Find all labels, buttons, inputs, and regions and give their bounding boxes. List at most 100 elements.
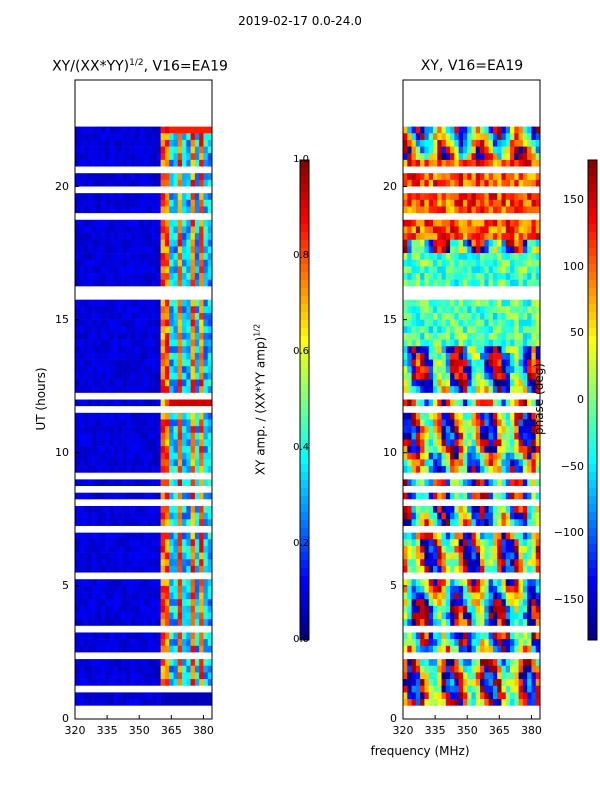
heat-cell (510, 206, 515, 214)
heat-cell (177, 352, 183, 360)
heat-cell (194, 273, 200, 280)
heat-cell (514, 233, 519, 241)
heat-cell (471, 506, 477, 513)
heat-cell (424, 419, 429, 427)
heat-cell (510, 585, 515, 593)
heat-cell (535, 439, 541, 447)
heat-cell (126, 419, 131, 427)
heat-cell (437, 599, 442, 607)
colorbar-segment (588, 560, 597, 569)
heat-cell (79, 419, 84, 427)
heat-cell (75, 372, 80, 380)
heat-cell (415, 146, 421, 154)
heat-cell (450, 153, 455, 161)
heat-cell (467, 639, 472, 647)
heat-cell (177, 672, 183, 680)
heat-cell (531, 605, 537, 613)
heat-cell (139, 133, 144, 141)
heat-cell (130, 399, 136, 407)
heat-cell (437, 459, 442, 467)
heat-cell (75, 352, 80, 360)
heat-cell (488, 599, 494, 607)
heat-cell (488, 173, 494, 181)
heat-cell (126, 512, 131, 520)
colorbar-segment (300, 344, 309, 353)
heat-cell (475, 539, 481, 547)
heat-cell (531, 159, 537, 167)
heat-cell (203, 559, 209, 567)
heat-cell (471, 312, 477, 320)
heat-cell (522, 126, 528, 134)
heat-cell (139, 319, 144, 327)
heat-cell (501, 692, 507, 700)
heat-cell (152, 419, 157, 427)
heat-cell (104, 399, 110, 407)
heat-cell (428, 399, 434, 407)
heat-cell (109, 319, 114, 327)
heat-cell (199, 126, 204, 134)
heat-cell (134, 259, 140, 267)
heat-cell (428, 266, 434, 274)
heat-cell (492, 532, 498, 540)
heat-cell (415, 512, 421, 520)
heat-cell (130, 579, 136, 587)
heat-cell (139, 592, 144, 600)
heat-cell (104, 532, 110, 540)
heat-cell (199, 366, 204, 374)
heat-cell (488, 379, 494, 387)
heat-cell (450, 672, 455, 680)
heat-cell (177, 273, 183, 280)
heat-cell (497, 299, 502, 307)
heat-cell (182, 339, 187, 347)
heat-cell (199, 446, 204, 454)
heat-cell (514, 539, 519, 547)
heat-cell (450, 512, 455, 520)
heat-cell (130, 679, 136, 687)
heat-cell (420, 299, 425, 307)
heat-cell (445, 632, 451, 640)
heat-cell (522, 685, 528, 693)
colorbar-segment (300, 488, 309, 497)
heat-cell (488, 259, 494, 267)
heat-cell (122, 466, 127, 474)
colorbar-segment (300, 552, 309, 561)
heat-cell (109, 159, 114, 167)
heat-cell (420, 173, 425, 181)
heat-cell (424, 519, 429, 527)
heat-cell (480, 399, 485, 407)
heat-cell (194, 246, 200, 254)
heat-cell (190, 139, 196, 147)
heat-cell (152, 179, 157, 187)
heat-cell (535, 612, 541, 620)
heat-cell (450, 452, 455, 460)
heat-cell (411, 552, 417, 560)
heat-cell (117, 659, 123, 667)
heat-cell (203, 459, 209, 467)
heat-cell (96, 199, 101, 207)
heat-cell (505, 645, 511, 653)
heat-cell (505, 439, 511, 447)
heat-cell (96, 386, 101, 394)
heat-cell (522, 153, 528, 161)
heat-cell (117, 679, 123, 687)
heat-cell (454, 645, 459, 653)
left-colorbar-label: XY amp. / (XX*YY amp)1/2 (253, 310, 268, 490)
heat-cell (134, 279, 140, 287)
heat-cell (130, 332, 136, 340)
heat-cell (514, 672, 519, 680)
heat-cell (109, 619, 114, 627)
heat-cell (484, 592, 489, 600)
heat-cell (531, 346, 537, 354)
heat-cell (96, 452, 101, 460)
heat-cell (441, 452, 447, 460)
heat-cell (501, 659, 507, 667)
heat-cell (203, 645, 209, 653)
colorbar-segment (588, 360, 597, 369)
heat-cell (75, 306, 80, 314)
heat-cell (75, 479, 80, 487)
heat-cell (190, 679, 196, 687)
heat-cell (475, 306, 481, 314)
heat-cell (484, 386, 489, 394)
heat-cell (432, 153, 438, 161)
heat-cell (100, 359, 106, 367)
